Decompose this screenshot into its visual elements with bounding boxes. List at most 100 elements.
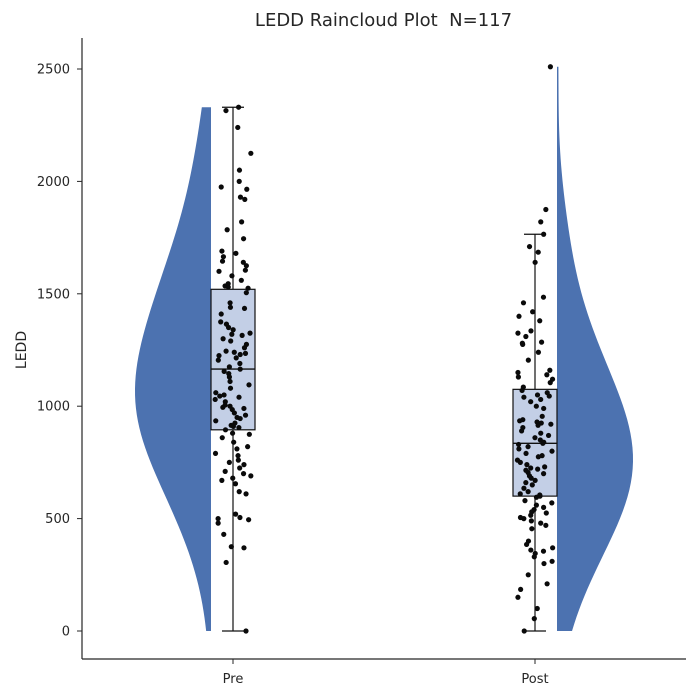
data-point	[540, 294, 547, 300]
data-point	[537, 318, 543, 324]
data-point	[519, 428, 525, 434]
data-point	[221, 392, 227, 398]
data-point	[538, 219, 544, 225]
axes-layer: LEDD 0 500 1000 1500 2000 2500 Pre Post	[14, 38, 686, 687]
data-point	[531, 616, 537, 622]
boxplot-layer	[210, 106, 558, 632]
data-point	[245, 285, 251, 291]
data-point	[242, 350, 249, 356]
data-point	[526, 243, 533, 250]
data-point	[548, 421, 554, 427]
x-tick-label: Pre	[223, 672, 244, 687]
chart-title: LEDD Raincloud Plot N=117	[254, 10, 513, 31]
data-point	[532, 477, 538, 483]
data-point	[535, 349, 542, 355]
data-point	[215, 357, 221, 363]
data-point	[234, 446, 240, 452]
data-point	[213, 418, 219, 424]
data-point	[246, 382, 252, 388]
data-point	[525, 444, 531, 450]
data-point	[521, 516, 527, 522]
data-point	[228, 338, 234, 344]
y-tick-label: 2000	[37, 175, 70, 190]
data-point	[520, 341, 526, 347]
data-point	[237, 465, 243, 471]
data-point	[547, 64, 554, 70]
data-point	[544, 581, 550, 587]
y-axis-label: LEDD	[14, 331, 30, 369]
data-point	[236, 394, 242, 400]
data-point	[227, 385, 234, 391]
data-point	[246, 431, 252, 437]
data-point	[515, 374, 521, 380]
data-point	[236, 167, 243, 173]
data-point	[515, 441, 522, 448]
data-point	[243, 290, 249, 296]
data-point	[516, 446, 522, 452]
data-point	[241, 345, 248, 351]
data-point	[528, 399, 534, 405]
data-point	[540, 471, 547, 477]
data-point	[223, 107, 229, 114]
data-point	[549, 558, 555, 564]
data-point	[223, 559, 229, 566]
data-point	[235, 104, 242, 110]
data-point	[229, 331, 235, 337]
data-point	[225, 324, 232, 331]
data-point	[243, 263, 249, 269]
data-point	[529, 526, 535, 532]
data-point	[543, 510, 549, 516]
data-point	[230, 475, 236, 481]
data-point	[532, 435, 538, 441]
data-point	[213, 390, 219, 396]
data-point	[216, 268, 222, 274]
data-point	[515, 594, 521, 600]
data-point	[538, 520, 544, 526]
data-point	[520, 300, 527, 306]
y-tick-label: 500	[45, 512, 70, 527]
data-point	[528, 328, 534, 334]
data-point	[241, 545, 247, 551]
data-point	[212, 396, 218, 403]
data-point	[540, 548, 547, 554]
data-point	[220, 254, 227, 260]
data-point	[243, 491, 249, 497]
data-point	[218, 184, 224, 190]
data-point	[237, 366, 243, 372]
data-point	[222, 427, 229, 433]
data-point	[546, 393, 552, 399]
data-point	[241, 462, 247, 468]
data-point	[521, 628, 527, 634]
data-point	[541, 504, 547, 510]
data-point	[216, 353, 222, 359]
x-tick-label: Post	[521, 672, 548, 687]
y-tick-label: 1000	[37, 400, 70, 415]
data-point	[229, 430, 236, 436]
data-point	[534, 392, 541, 398]
data-point	[236, 178, 242, 184]
data-point	[235, 457, 241, 463]
data-point	[538, 339, 545, 345]
data-point	[235, 124, 241, 131]
data-point	[245, 444, 251, 450]
data-point	[237, 415, 243, 422]
data-point	[224, 227, 230, 233]
data-point	[219, 477, 225, 483]
data-point	[239, 332, 245, 338]
data-point	[528, 465, 534, 471]
data-point	[528, 475, 534, 481]
data-point	[237, 514, 243, 521]
data-point	[518, 586, 524, 593]
data-point	[226, 364, 232, 370]
data-point	[235, 453, 241, 459]
data-point	[516, 313, 522, 319]
data-point	[236, 424, 242, 431]
data-point	[219, 435, 225, 441]
data-point	[532, 259, 538, 265]
y-tick-label: 0	[62, 625, 70, 640]
data-point	[227, 300, 233, 306]
data-point	[544, 372, 550, 378]
y-tick-label: 2500	[37, 63, 70, 78]
data-point	[218, 319, 224, 325]
data-point	[517, 418, 523, 424]
